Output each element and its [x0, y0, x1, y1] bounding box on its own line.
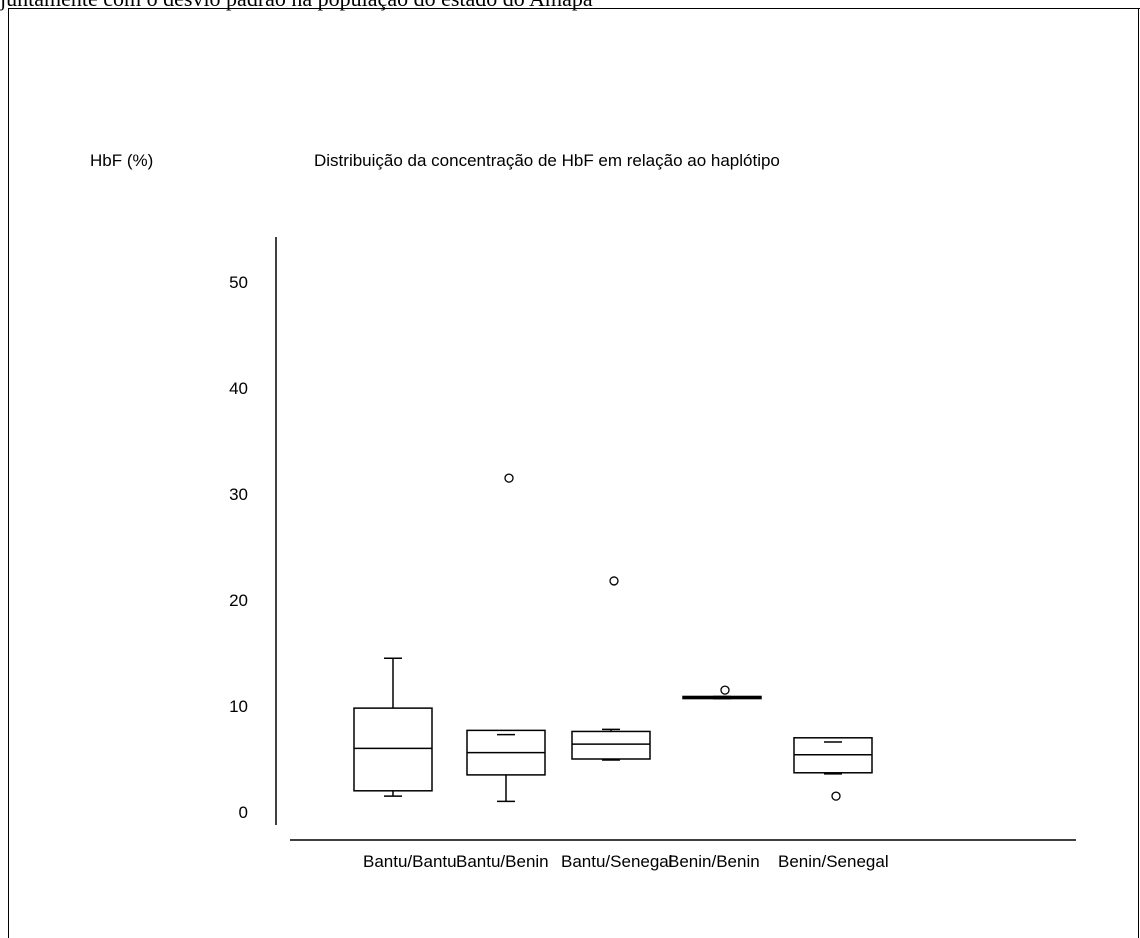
chart-title: Distribuição da concentração de HbF em r…: [314, 151, 780, 170]
y-axis-label: HbF (%): [90, 151, 153, 170]
header-caption: juntamente com o desvio padrão na popula…: [0, 0, 1140, 14]
outlier-point: [504, 473, 514, 483]
box-iqr: [571, 730, 651, 760]
y-tick-label: 20: [229, 591, 248, 610]
x-tick-label: Bantu/Benin: [456, 852, 549, 871]
chart-frame: [8, 8, 1140, 938]
x-tick-label: Bantu/Bantu: [363, 852, 457, 871]
x-tick-label: Bantu/Senegal: [561, 852, 673, 871]
box-iqr: [353, 707, 433, 792]
outlier-point: [609, 576, 619, 586]
x-tick-label: Benin/Senegal: [778, 852, 889, 871]
outlier-point: [720, 685, 730, 695]
y-tick-label: 10: [229, 697, 248, 716]
y-tick-label: 40: [229, 379, 248, 398]
outlier-point: [831, 791, 841, 801]
y-tick-label: 50: [229, 273, 248, 292]
chart-frame-right-border: [1138, 8, 1139, 938]
x-tick-label: Benin/Benin: [668, 852, 760, 871]
y-tick-label: 0: [239, 803, 248, 822]
y-tick-label: 30: [229, 485, 248, 504]
